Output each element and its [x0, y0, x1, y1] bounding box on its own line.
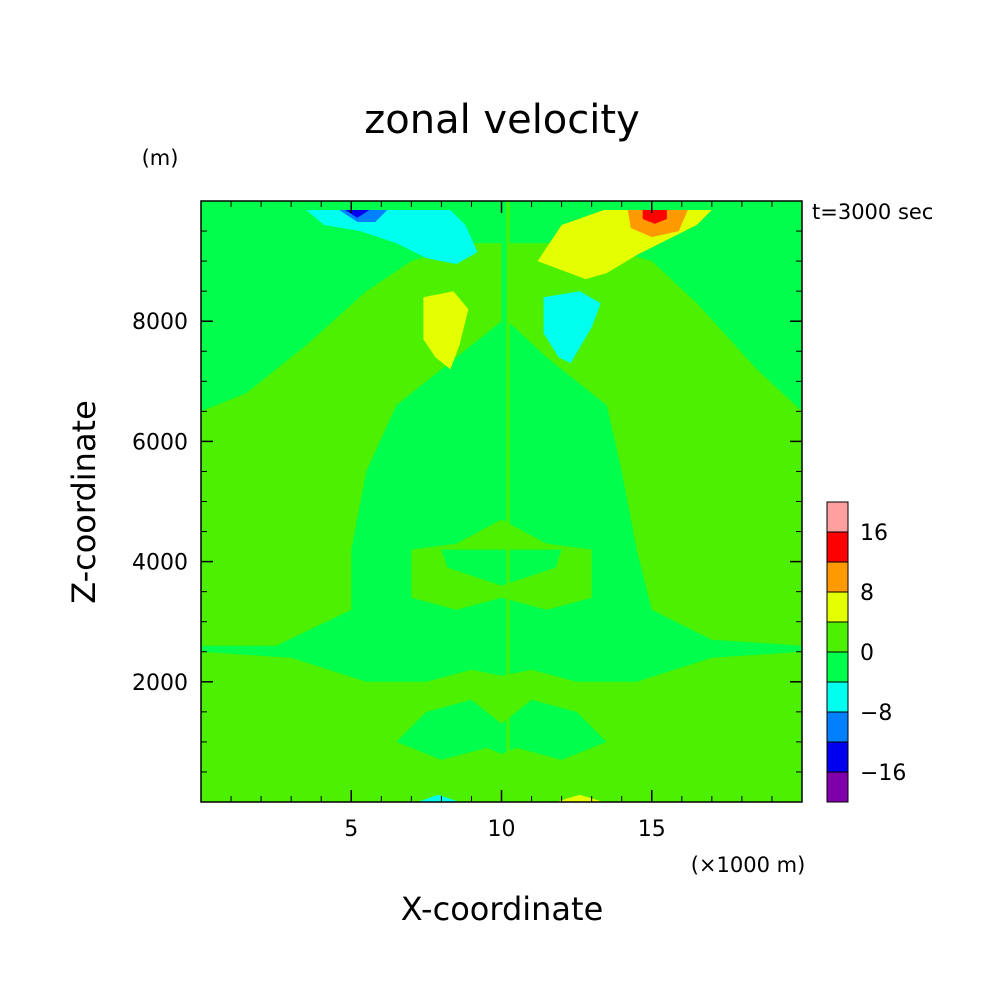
colorbar-box	[826, 771, 849, 803]
time-label: t=3000 sec	[812, 200, 933, 224]
contour-region-0	[201, 243, 502, 646]
contour-region-5	[405, 375, 598, 502]
plot-area	[200, 200, 803, 803]
colorbar-box	[826, 741, 849, 773]
colorbar-label: 16	[860, 521, 888, 546]
colorbar-box	[826, 621, 849, 653]
colorbar-box	[826, 651, 849, 683]
x-tick-label: 10	[488, 817, 516, 842]
colorbar-box	[826, 501, 849, 533]
colorbar-label: 8	[860, 581, 874, 606]
contour-region-4	[396, 699, 607, 760]
y-tick-label: 4000	[132, 551, 188, 576]
contour-region-7	[423, 291, 469, 370]
x-tick-label: 5	[344, 817, 358, 842]
colorbar-labels: −16 −8 0 8 16	[860, 521, 906, 786]
colorbar-box	[826, 591, 849, 623]
colorbar-box	[826, 681, 849, 713]
colorbar: −16 −8 0 8 16	[826, 501, 906, 803]
y-tick-label: 8000	[132, 310, 188, 335]
colorbar-label: −8	[860, 701, 892, 726]
x-tick-label: 15	[638, 817, 666, 842]
y-axis-unit: (m)	[142, 146, 179, 170]
colorbar-label: −16	[860, 761, 906, 786]
contour-region-12	[306, 210, 478, 265]
colorbar-boxes	[826, 501, 849, 803]
colorbar-box	[826, 531, 849, 563]
colorbar-box	[826, 711, 849, 743]
contour-regions	[201, 210, 802, 802]
colorbar-box	[826, 561, 849, 593]
colorbar-label: 0	[860, 641, 874, 666]
y-tick-labels: 2000 4000 6000 8000	[132, 310, 188, 696]
y-tick-label: 6000	[132, 430, 188, 455]
chart-title: zonal velocity	[364, 97, 640, 143]
minor-ticks	[201, 201, 802, 802]
plot-frame	[200, 200, 803, 803]
y-tick-label: 2000	[132, 671, 188, 696]
x-axis-unit: (×1000 m)	[691, 853, 806, 877]
contour-region-11	[642, 210, 667, 224]
x-axis-label: X-coordinate	[401, 890, 604, 928]
x-tick-labels: 5 10 15	[344, 817, 666, 842]
major-ticks	[201, 201, 802, 802]
contour-region-14	[417, 794, 460, 802]
contour-region-13	[543, 291, 601, 364]
contour-region-6	[441, 549, 562, 586]
y-axis-label: Z-coordinate	[65, 400, 103, 604]
